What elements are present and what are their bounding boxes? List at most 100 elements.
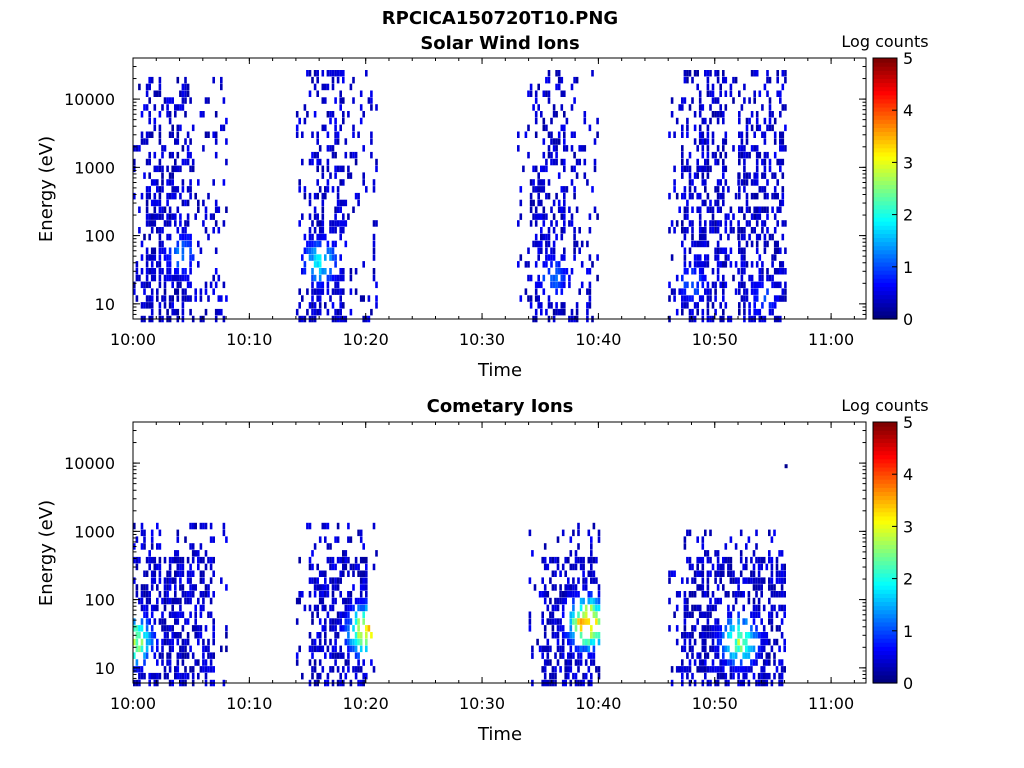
heatmap-cell	[698, 666, 702, 673]
heatmap-cell	[543, 597, 547, 605]
heatmap-cell	[166, 104, 169, 111]
heatmap-cell	[156, 213, 159, 220]
heatmap-cell	[334, 138, 337, 145]
heatmap-cell	[308, 632, 312, 639]
heatmap-cell	[174, 672, 177, 680]
heatmap-cell	[308, 604, 312, 612]
heatmap-cell	[706, 254, 710, 261]
heatmap-cell	[551, 625, 555, 632]
heatmap-cell	[301, 131, 304, 138]
heatmap-cell	[135, 295, 139, 302]
y-tick-label: 10	[95, 659, 115, 678]
heatmap-cell	[761, 206, 764, 213]
heatmap-cell	[339, 302, 342, 309]
heatmap-cell	[197, 550, 200, 557]
heatmap-cell	[529, 220, 533, 227]
heatmap-cell	[709, 556, 712, 564]
heatmap-cell	[168, 268, 172, 275]
heatmap-cell	[367, 625, 371, 632]
heatmap-cell	[670, 666, 674, 673]
heatmap-cell	[592, 604, 596, 612]
heatmap-cell	[189, 645, 192, 653]
heatmap-cell	[313, 604, 317, 612]
heatmap-cell	[683, 192, 687, 200]
heatmap-cell	[766, 268, 769, 275]
heatmap-cell	[693, 268, 697, 275]
heatmap-cell	[202, 522, 205, 530]
heatmap-cell	[334, 172, 337, 179]
heatmap-cell	[592, 577, 596, 584]
heatmap-cell	[773, 117, 777, 125]
heatmap-cell	[779, 199, 782, 207]
heatmap-cell	[209, 213, 213, 220]
heatmap-cell	[563, 274, 566, 282]
heatmap-cell	[524, 261, 528, 268]
heatmap-cell	[737, 179, 740, 186]
heatmap-cell	[174, 666, 177, 673]
heatmap-cell	[135, 666, 139, 673]
heatmap-cell	[171, 645, 174, 653]
heatmap-cell	[719, 151, 722, 159]
heatmap-cell	[326, 645, 330, 653]
heatmap-cell	[186, 83, 190, 91]
heatmap-cell	[719, 659, 722, 666]
heatmap-cell	[722, 165, 725, 173]
heatmap-cell	[567, 556, 570, 564]
heatmap-cell	[166, 632, 169, 639]
heatmap-cell	[316, 90, 319, 97]
heatmap-cell	[143, 281, 146, 289]
heatmap-cell	[779, 281, 782, 289]
heatmap-cell	[570, 165, 574, 173]
heatmap-cell	[595, 611, 598, 618]
heatmap-cell	[145, 281, 149, 289]
heatmap-cell	[569, 584, 573, 591]
heatmap-cell	[370, 151, 373, 159]
heatmap-cell	[776, 76, 779, 84]
heatmap-cell	[755, 240, 759, 248]
heatmap-cell	[706, 240, 710, 248]
heatmap-cell	[171, 632, 174, 639]
heatmap-cell	[153, 618, 157, 625]
colorbar-segment	[873, 458, 897, 464]
heatmap-cell	[347, 111, 350, 118]
heatmap-cell	[580, 145, 584, 152]
heatmap-cell	[329, 604, 332, 612]
heatmap-cell	[561, 652, 565, 659]
heatmap-cell	[550, 117, 553, 125]
heatmap-cell	[204, 131, 208, 138]
heatmap-cell	[563, 192, 566, 200]
heatmap-cell	[732, 666, 735, 673]
heatmap-cell	[586, 308, 589, 316]
heatmap-cell	[722, 645, 725, 653]
heatmap-cell	[329, 295, 332, 302]
heatmap-cell	[295, 652, 299, 659]
heatmap-cell	[727, 604, 730, 612]
heatmap-cell	[318, 254, 322, 261]
heatmap-cell	[316, 584, 319, 591]
heatmap-cell	[686, 529, 689, 537]
heatmap-cell	[766, 213, 769, 220]
heatmap-cell	[207, 556, 210, 564]
heatmap-cell	[768, 556, 771, 564]
heatmap-cell	[527, 90, 530, 97]
heatmap-cell	[295, 618, 299, 625]
heatmap-cell	[716, 597, 720, 605]
heatmap-cell	[698, 104, 702, 111]
heatmap-cell	[582, 570, 585, 577]
heatmap-cell	[683, 604, 687, 612]
heatmap-cell	[563, 254, 566, 261]
heatmap-cell	[541, 652, 544, 659]
heatmap-cell	[778, 645, 781, 653]
heatmap-cell	[156, 227, 159, 234]
heatmap-cell	[704, 254, 707, 261]
heatmap-cell	[163, 288, 167, 295]
heatmap-cell	[776, 281, 779, 289]
heatmap-cell	[339, 308, 342, 316]
heatmap-cell	[591, 70, 594, 77]
heatmap-cell	[714, 70, 717, 77]
heatmap-cell	[750, 240, 754, 248]
heatmap-cell	[334, 206, 337, 213]
heatmap-cell	[537, 247, 540, 254]
heatmap-cell	[161, 597, 164, 605]
heatmap-cell	[668, 577, 671, 584]
